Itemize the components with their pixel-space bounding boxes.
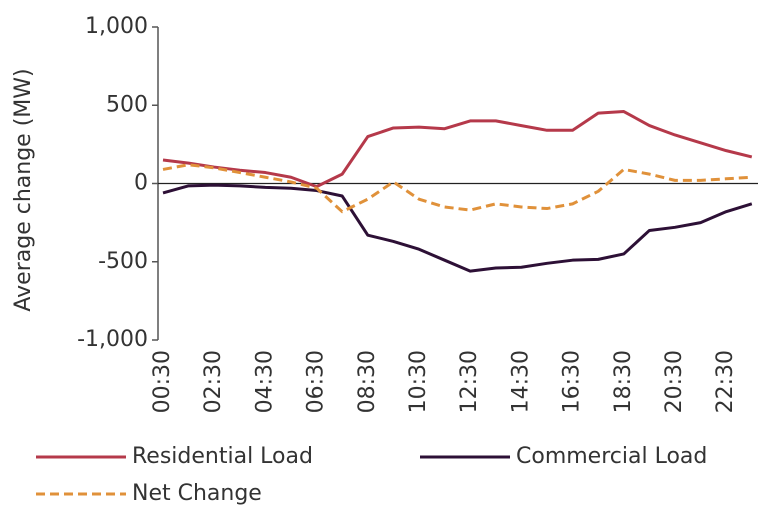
x-tick-label: 08:30 bbox=[355, 350, 380, 413]
x-tick-label: 22:30 bbox=[713, 350, 738, 413]
series-line bbox=[162, 183, 753, 273]
x-tick-label: 00:30 bbox=[150, 350, 175, 413]
legend-label: Residential Load bbox=[132, 444, 313, 469]
x-tick-label: 02:30 bbox=[201, 350, 226, 413]
x-tick-label: 20:30 bbox=[662, 350, 687, 413]
x-tick-label: 18:30 bbox=[611, 350, 636, 413]
legend-label: Net Change bbox=[132, 481, 262, 506]
x-tick-label: 04:30 bbox=[252, 350, 277, 413]
y-tick-label: 1,000 bbox=[85, 14, 148, 39]
x-tick-label: 06:30 bbox=[304, 350, 329, 413]
y-axis-label: Average change (MW) bbox=[11, 68, 36, 311]
series-line bbox=[162, 110, 753, 189]
y-tick-label: 500 bbox=[106, 92, 148, 117]
y-tick-label: 0 bbox=[134, 171, 148, 196]
x-tick-label: 12:30 bbox=[457, 350, 482, 413]
series-line bbox=[162, 163, 752, 214]
x-tick-label: 16:30 bbox=[560, 350, 585, 413]
y-tick-label: -1,000 bbox=[77, 327, 148, 352]
legend-label: Commercial Load bbox=[516, 444, 707, 469]
x-tick-label: 14:30 bbox=[508, 350, 533, 413]
y-tick-label: -500 bbox=[98, 249, 148, 274]
x-tick-label: 10:30 bbox=[406, 350, 431, 413]
